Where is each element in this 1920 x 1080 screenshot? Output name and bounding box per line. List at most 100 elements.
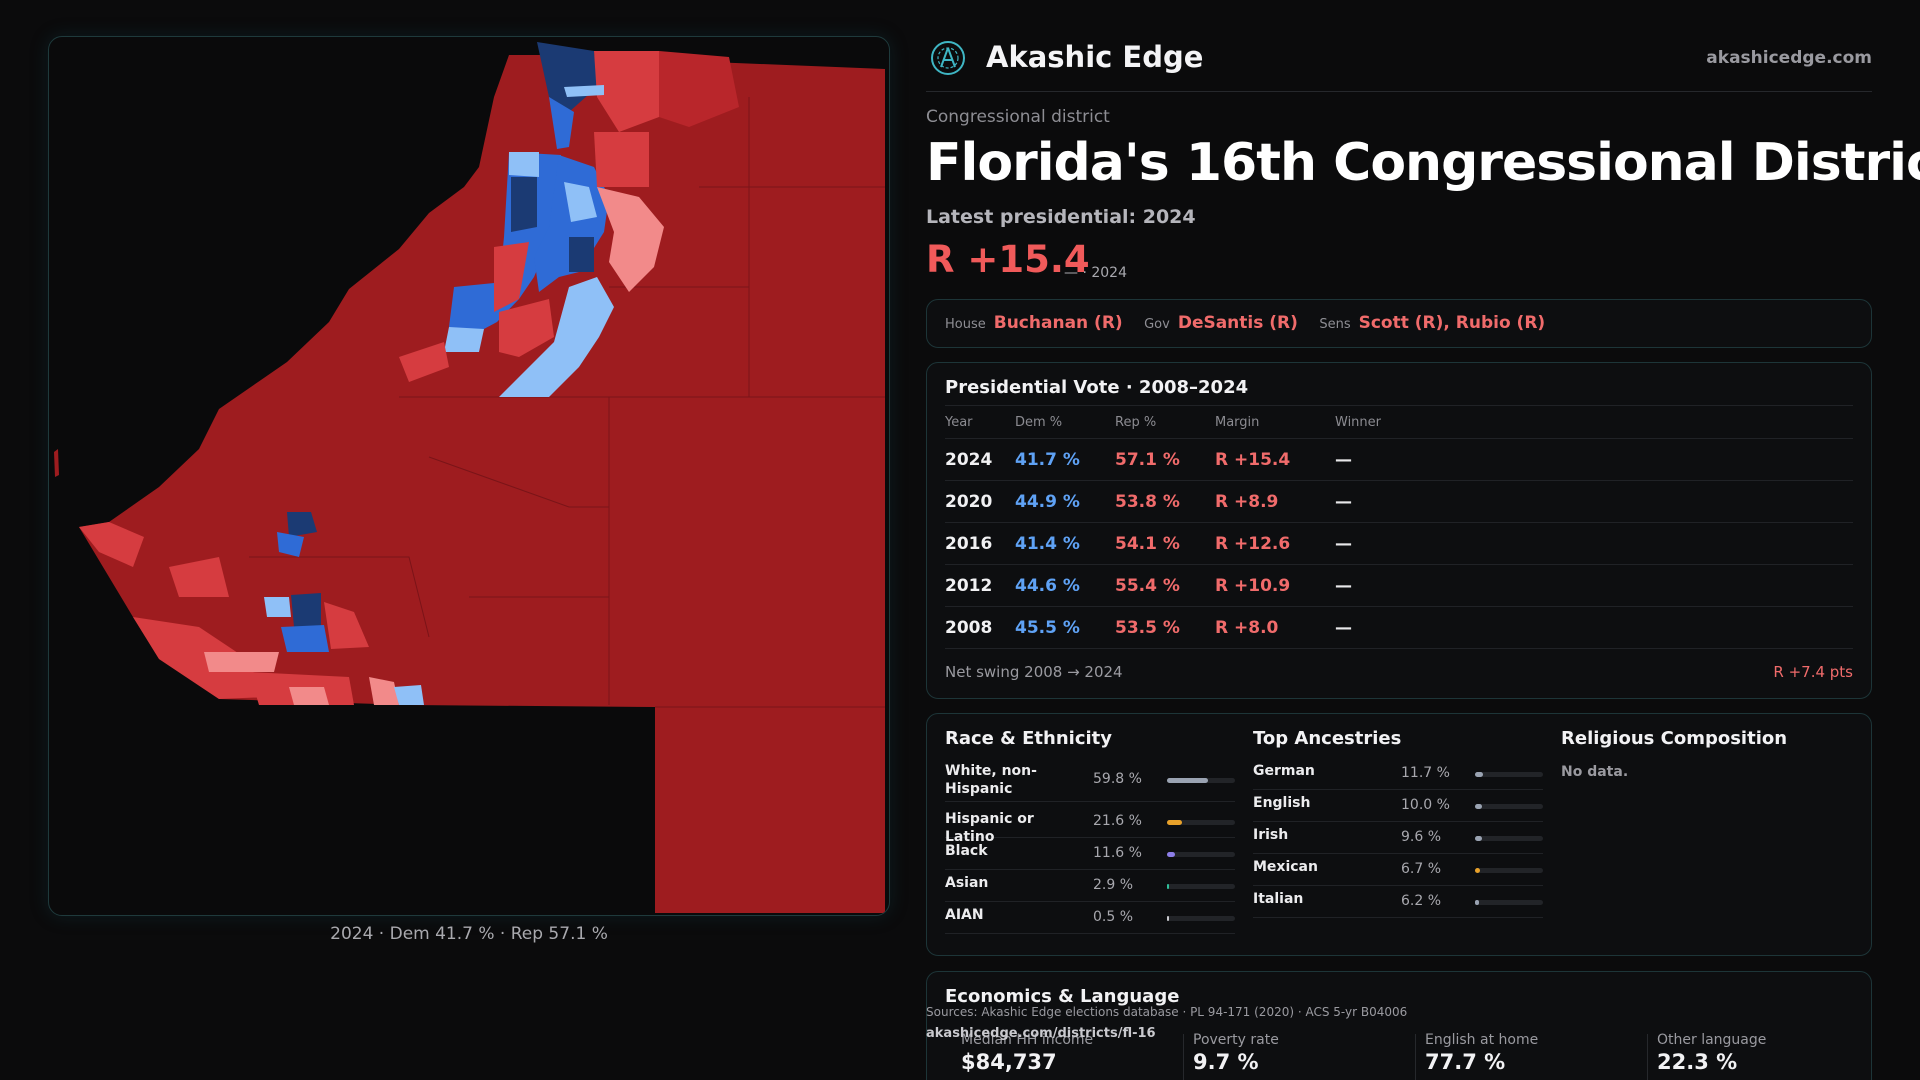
gov-label: Gov: [1144, 317, 1170, 332]
margin-cell: R +8.0: [1215, 606, 1335, 649]
map-caption: 2024 · Dem 41.7 % · Rep 57.1 %: [330, 924, 608, 944]
stat-label: English at home: [1425, 1032, 1539, 1048]
winner-cell: —: [1335, 480, 1853, 523]
governor-link[interactable]: DeSantis (R): [1177, 313, 1298, 333]
map-region-rep: [594, 132, 649, 187]
map-region-rep: [133, 617, 269, 699]
percent-bar-fill: [1475, 867, 1480, 873]
item-label: White, non-Hispanic: [945, 763, 1037, 797]
margin-cell: R +15.4: [1215, 438, 1335, 481]
percent-bar-track: [1475, 771, 1543, 777]
latest-margin-note: — · 2024: [1064, 265, 1127, 281]
map-region-rep: [597, 187, 664, 292]
rep-pct-cell: 55.4 %: [1115, 564, 1215, 607]
table-row: 2008 45.5 % 53.5 % R +8.0—: [945, 606, 1853, 649]
column-header-dem: Dem %: [1015, 405, 1115, 439]
item-percent: 11.6 %: [1093, 845, 1142, 861]
sens-label: Sens: [1319, 317, 1351, 332]
table-header-row: Year Dem % Rep % Margin Winner: [945, 405, 1853, 439]
item-label: Italian: [1253, 891, 1304, 907]
map-region-dem: [499, 277, 614, 397]
map-region-rep: [169, 557, 229, 597]
item-percent: 9.6 %: [1401, 829, 1442, 845]
year-cell: 2024: [945, 438, 1015, 481]
percent-bar-fill: [1475, 835, 1482, 841]
map-region-dem: [564, 85, 604, 97]
map-region-dem: [569, 237, 594, 272]
column-header-winner: Winner: [1335, 405, 1853, 439]
stat-value: 22.3 %: [1657, 1050, 1738, 1074]
sources-note: Sources: Akashic Edge elections database…: [926, 1005, 1408, 1019]
item-percent: 0.5 %: [1093, 909, 1134, 925]
demographics-card: Race & Ethnicity White, non-Hispanic 59.8…: [926, 713, 1872, 956]
rep-pct-cell: 57.1 %: [1115, 438, 1215, 481]
item-label: Irish: [1253, 827, 1289, 843]
map-region-rep: [79, 522, 144, 567]
item-percent: 59.8 %: [1093, 771, 1142, 787]
map-region-rep: [659, 51, 739, 127]
map-region-rep: [369, 677, 399, 705]
net-swing-value: R +7.4 pts: [1773, 663, 1853, 681]
winner-cell: —: [1335, 564, 1853, 607]
district-map[interactable]: [48, 36, 890, 916]
district-map-canvas[interactable]: [49, 37, 890, 916]
map-region-dem: [549, 97, 574, 149]
table-row: 2020 44.9 % 53.8 % R +8.9—: [945, 480, 1853, 523]
stat-label: Other language: [1657, 1032, 1767, 1048]
percent-bar-track: [1167, 915, 1235, 921]
house-rep-link[interactable]: Buchanan (R): [993, 313, 1123, 333]
item-percent: 6.2 %: [1401, 893, 1442, 909]
map-islet: [54, 449, 59, 477]
item-label: Mexican: [1253, 859, 1318, 875]
brand-name[interactable]: Akashic Edge: [986, 40, 1204, 74]
map-region-rep: [324, 602, 369, 649]
senators-link[interactable]: Scott (R), Rubio (R): [1358, 313, 1546, 333]
item-label: English: [1253, 795, 1311, 811]
stat-label: Median HH income: [961, 1032, 1094, 1048]
percent-bar-track: [1167, 883, 1235, 889]
percent-bar-fill: [1475, 803, 1482, 809]
margin-cell: R +8.9: [1215, 480, 1335, 523]
map-region-dem: [287, 512, 317, 537]
year-cell: 2008: [945, 606, 1015, 649]
percent-bar-fill: [1167, 851, 1175, 857]
percent-bar-track: [1475, 899, 1543, 905]
stat-value: $84,737: [961, 1050, 1057, 1074]
source-url-link[interactable]: akashicedge.com/districts/fl-16: [926, 1026, 1156, 1041]
stat-median-income: Median HH income $84,737: [961, 1032, 1191, 1074]
stat-divider: [1647, 1034, 1648, 1080]
dem-pct-cell: 44.6 %: [1015, 564, 1115, 607]
stat-divider: [1415, 1034, 1416, 1080]
economics-title: Economics & Language: [945, 986, 1180, 1007]
list-item: Asian 2.9 %: [945, 870, 1235, 902]
percent-bar-track: [1475, 867, 1543, 873]
map-region-rep: [204, 652, 279, 672]
map-region-dem: [509, 152, 539, 177]
dem-pct-cell: 45.5 %: [1015, 606, 1115, 649]
map-region-rep: [399, 342, 449, 382]
stat-divider: [1183, 1034, 1184, 1080]
brand-url-link[interactable]: akashicedge.com: [1706, 48, 1872, 68]
rep-pct-cell: 54.1 %: [1115, 522, 1215, 565]
map-region-dem: [264, 597, 291, 617]
table-row: 2016 41.4 % 54.1 % R +12.6—: [945, 522, 1853, 565]
dem-pct-cell: 44.9 %: [1015, 480, 1115, 523]
stat-english-home: English at home 77.7 %: [1425, 1032, 1655, 1074]
list-item: German 11.7 %: [1253, 758, 1543, 790]
dem-pct-cell: 41.4 %: [1015, 522, 1115, 565]
presidential-vote-table: Year Dem % Rep % Margin Winner 2024 41.7 …: [945, 405, 1853, 649]
percent-bar-fill: [1167, 883, 1169, 889]
percent-bar-fill: [1167, 819, 1182, 825]
list-item: English 10.0 %: [1253, 790, 1543, 822]
district-details: Akashic Edge akashicedge.com Congression…: [926, 0, 1920, 1080]
economics-card: Economics & Language Median HH income $8…: [926, 971, 1872, 1080]
map-region-rep: [494, 242, 529, 312]
stat-value: 77.7 %: [1425, 1050, 1506, 1074]
item-percent: 2.9 %: [1093, 877, 1134, 893]
brand-header: Akashic Edge akashicedge.com: [926, 36, 1872, 92]
religion-title: Religious Composition: [1561, 728, 1788, 749]
list-item: AIAN 0.5 %: [945, 902, 1235, 934]
stat-label: Poverty rate: [1193, 1032, 1279, 1048]
map-region-dem: [444, 327, 484, 352]
item-percent: 21.6 %: [1093, 813, 1142, 829]
